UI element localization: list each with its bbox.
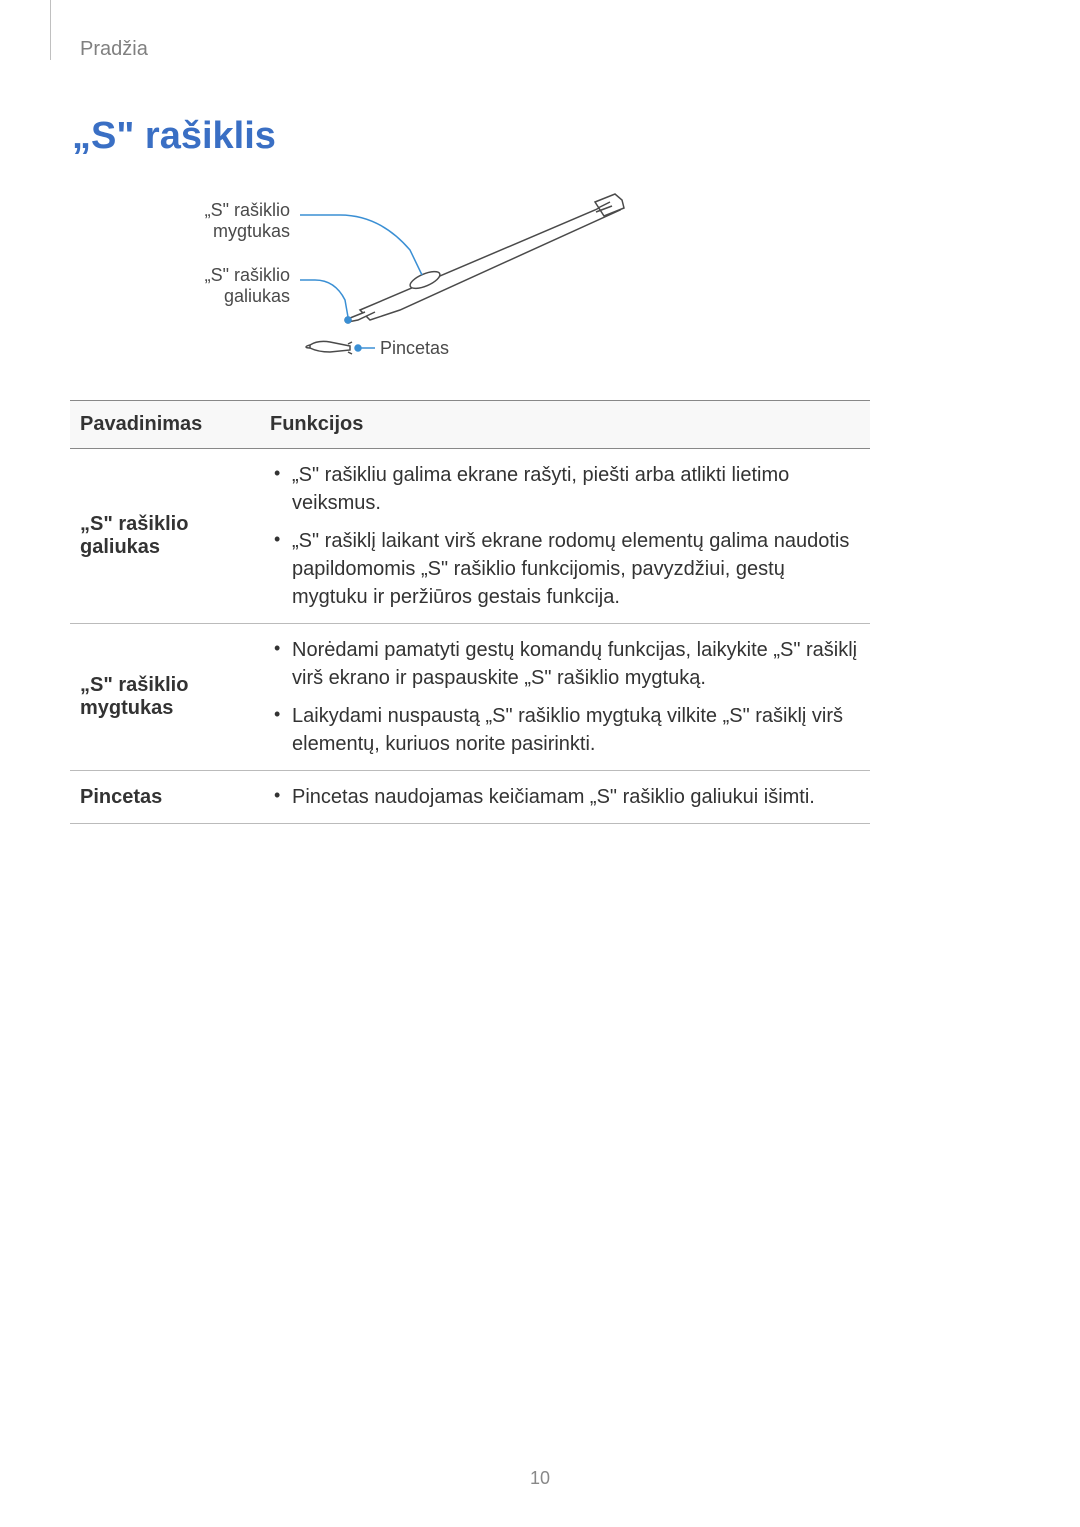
left-margin-rule [50, 0, 51, 60]
page-number: 10 [530, 1468, 550, 1489]
row-functions: Pincetas naudojamas keičiamam „S" rašikl… [260, 771, 870, 824]
table-row: „S" rašiklio galiukas„S" rašikliu galima… [70, 449, 870, 624]
s-pen-diagram: „S" rašiklio mygtukas „S" rašiklio galiu… [200, 180, 800, 380]
table-row: „S" rašiklio mygtukasNorėdami pamatyti g… [70, 624, 870, 771]
label-pen-tip: „S" rašiklio galiukas [190, 265, 290, 307]
page-title: „S" rašiklis [72, 115, 276, 158]
tweezers-icon [306, 341, 352, 354]
function-item: „S" rašiklį laikant virš ekrane rodomų e… [270, 527, 860, 611]
row-functions: „S" rašikliu galima ekrane rašyti, piešt… [260, 449, 870, 624]
functions-table: Pavadinimas Funkcijos „S" rašiklio galiu… [70, 400, 870, 824]
row-name: Pincetas [70, 771, 260, 824]
label-pen-button: „S" rašiklio mygtukas [190, 200, 290, 242]
col-header-name: Pavadinimas [70, 401, 260, 449]
function-item: „S" rašikliu galima ekrane rašyti, piešt… [270, 461, 860, 517]
table-row: Pincetas Pincetas naudojamas keičiamam „S… [70, 771, 870, 824]
row-name: „S" rašiklio galiukas [70, 449, 260, 624]
pen-body [345, 194, 624, 323]
function-item: Pincetas naudojamas keičiamam „S" rašikl… [270, 783, 860, 811]
col-header-func: Funkcijos [260, 401, 870, 449]
function-item: Laikydami nuspaustą „S" rašiklio mygtuką… [270, 702, 860, 758]
s-pen-svg [200, 180, 800, 380]
row-name: „S" rašiklio mygtukas [70, 624, 260, 771]
label-tweezers: Pincetas [380, 338, 449, 359]
function-item: Norėdami pamatyti gestų komandų funkcija… [270, 636, 860, 692]
leader-lines [300, 215, 422, 351]
row-functions: Norėdami pamatyti gestų komandų funkcija… [260, 624, 870, 771]
breadcrumb: Pradžia [80, 38, 148, 61]
